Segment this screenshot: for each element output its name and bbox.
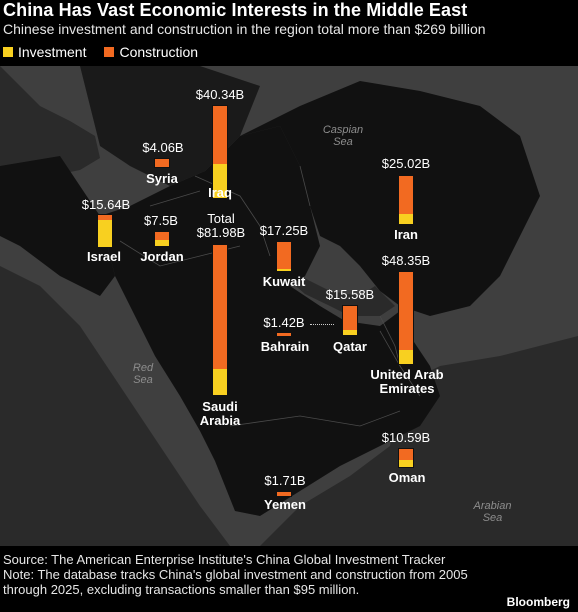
bar-kuwait-construction bbox=[277, 242, 291, 269]
construction-swatch bbox=[104, 47, 115, 57]
bar-israel-investment bbox=[98, 219, 112, 247]
basemap bbox=[0, 66, 578, 546]
bar-saudi-arabia bbox=[212, 244, 228, 396]
value-jordan: $7.5B bbox=[144, 213, 178, 228]
caspian-sea-label: Caspian Sea bbox=[322, 124, 364, 148]
bar-iraq-investment bbox=[213, 163, 227, 198]
bar-iran-investment bbox=[399, 214, 413, 224]
bar-kuwait-investment bbox=[277, 268, 291, 271]
value-iraq: $40.34B bbox=[195, 87, 245, 102]
red-sea-label: Red Sea bbox=[132, 362, 154, 386]
label-kuwait: Kuwait bbox=[262, 274, 306, 289]
label-iraq: Iraq bbox=[208, 185, 232, 200]
bar-qatar-investment bbox=[343, 330, 357, 335]
map-area: Caspian Sea Red Sea Arabian Sea bbox=[0, 66, 578, 546]
bar-saudi-arabia-investment bbox=[213, 369, 227, 395]
bar-uae-construction bbox=[399, 272, 413, 351]
bar-yemen bbox=[276, 491, 292, 497]
chart-title: China Has Vast Economic Interests in the… bbox=[3, 0, 468, 20]
label-bahrain: Bahrain bbox=[260, 339, 310, 354]
label-oman: Oman bbox=[388, 470, 426, 485]
database-note: Note: The database tracks China's global… bbox=[3, 567, 468, 597]
label-syria: Syria bbox=[146, 171, 178, 186]
bar-saudi-arabia-construction bbox=[213, 245, 227, 370]
bar-bahrain bbox=[276, 332, 292, 337]
label-israel: Israel bbox=[87, 249, 121, 264]
label-yemen: Yemen bbox=[264, 497, 306, 512]
arabian-land bbox=[100, 126, 440, 516]
label-iran: Iran bbox=[394, 227, 418, 242]
persian-gulf-water bbox=[286, 266, 395, 316]
legend-investment-label: Investment bbox=[18, 44, 87, 60]
footer: Source: The American Enterprise Institut… bbox=[3, 552, 473, 597]
arabian-sea-label: Arabian Sea bbox=[473, 500, 512, 524]
bar-syria bbox=[154, 158, 170, 168]
label-jordan: Jordan bbox=[140, 249, 184, 264]
levant-land bbox=[0, 156, 115, 296]
value-bahrain: $1.42B bbox=[263, 315, 305, 330]
bar-bahrain-construction bbox=[277, 333, 291, 336]
bar-yemen-construction bbox=[277, 492, 291, 496]
bar-oman-construction bbox=[399, 449, 413, 460]
label-uae: United Arab Emirates bbox=[370, 367, 444, 396]
bar-syria-construction bbox=[155, 159, 169, 167]
legend-investment: Investment bbox=[3, 44, 86, 60]
bar-kuwait bbox=[276, 241, 292, 272]
value-kuwait: $17.25B bbox=[259, 223, 309, 238]
bar-oman-investment bbox=[399, 459, 413, 467]
source-note: Source: The American Enterprise Institut… bbox=[3, 552, 446, 567]
value-iran: $25.02B bbox=[381, 156, 431, 171]
bar-oman bbox=[398, 448, 414, 468]
chart-subtitle: Chinese investment and construction in t… bbox=[3, 21, 486, 37]
value-israel: $15.64B bbox=[81, 197, 131, 212]
value-syria: $4.06B bbox=[142, 140, 184, 155]
value-saudi-arabia: Total $81.98B bbox=[196, 211, 246, 240]
bar-uae bbox=[398, 271, 414, 365]
bar-jordan bbox=[154, 231, 170, 247]
bar-israel bbox=[97, 214, 113, 248]
label-saudi-arabia: Saudi Arabia bbox=[199, 399, 241, 428]
iran-land bbox=[240, 81, 540, 316]
bar-iran-construction bbox=[399, 176, 413, 215]
bahrain-leader-line bbox=[310, 324, 334, 325]
value-qatar: $15.58B bbox=[325, 287, 375, 302]
africa-side-water bbox=[0, 266, 230, 546]
arabian-sea-water bbox=[260, 336, 578, 546]
bar-qatar bbox=[342, 305, 358, 336]
bar-israel-construction bbox=[98, 215, 112, 220]
investment-swatch bbox=[3, 47, 13, 57]
bar-qatar-construction bbox=[343, 306, 357, 331]
bar-iraq-construction bbox=[213, 106, 227, 164]
bloomberg-logo: Bloomberg bbox=[506, 595, 570, 609]
bar-jordan-construction bbox=[155, 232, 169, 241]
legend: Investment Construction bbox=[3, 44, 216, 60]
value-oman: $10.59B bbox=[381, 430, 431, 445]
value-uae: $48.35B bbox=[381, 253, 431, 268]
value-yemen: $1.71B bbox=[264, 473, 306, 488]
label-qatar: Qatar bbox=[333, 339, 367, 354]
bar-uae-investment bbox=[399, 350, 413, 364]
bar-iraq bbox=[212, 105, 228, 199]
mediterranean-water bbox=[0, 66, 100, 176]
legend-construction: Construction bbox=[104, 44, 198, 60]
legend-construction-label: Construction bbox=[119, 44, 199, 60]
bar-jordan-investment bbox=[155, 240, 169, 246]
bar-iran bbox=[398, 175, 414, 225]
